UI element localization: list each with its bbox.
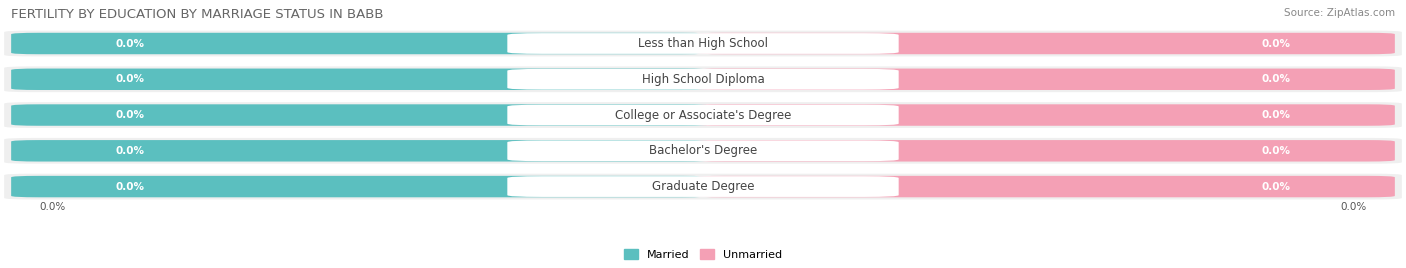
Text: 0.0%: 0.0%	[1261, 110, 1291, 120]
FancyBboxPatch shape	[696, 176, 1395, 197]
FancyBboxPatch shape	[508, 140, 898, 161]
Text: Bachelor's Degree: Bachelor's Degree	[650, 144, 756, 157]
FancyBboxPatch shape	[696, 69, 1395, 90]
FancyBboxPatch shape	[11, 140, 710, 162]
FancyBboxPatch shape	[11, 69, 710, 90]
Text: 0.0%: 0.0%	[115, 182, 145, 192]
FancyBboxPatch shape	[11, 33, 710, 54]
Text: 0.0%: 0.0%	[1261, 74, 1291, 84]
FancyBboxPatch shape	[696, 33, 1395, 54]
Text: 0.0%: 0.0%	[1341, 202, 1367, 212]
Text: 0.0%: 0.0%	[39, 202, 65, 212]
FancyBboxPatch shape	[4, 66, 1402, 92]
FancyBboxPatch shape	[508, 105, 898, 125]
Text: 0.0%: 0.0%	[115, 146, 145, 156]
Text: High School Diploma: High School Diploma	[641, 73, 765, 86]
FancyBboxPatch shape	[508, 33, 898, 54]
Text: Less than High School: Less than High School	[638, 37, 768, 50]
Text: 0.0%: 0.0%	[115, 74, 145, 84]
Text: 0.0%: 0.0%	[1261, 146, 1291, 156]
Text: FERTILITY BY EDUCATION BY MARRIAGE STATUS IN BABB: FERTILITY BY EDUCATION BY MARRIAGE STATU…	[11, 8, 384, 21]
FancyBboxPatch shape	[11, 176, 710, 197]
Text: Graduate Degree: Graduate Degree	[652, 180, 754, 193]
FancyBboxPatch shape	[508, 69, 898, 90]
Text: Source: ZipAtlas.com: Source: ZipAtlas.com	[1284, 8, 1395, 18]
Text: College or Associate's Degree: College or Associate's Degree	[614, 109, 792, 122]
Text: 0.0%: 0.0%	[1261, 39, 1291, 49]
FancyBboxPatch shape	[4, 102, 1402, 128]
Legend: Married, Unmarried: Married, Unmarried	[620, 244, 786, 264]
FancyBboxPatch shape	[4, 31, 1402, 56]
FancyBboxPatch shape	[508, 176, 898, 197]
FancyBboxPatch shape	[11, 104, 710, 126]
FancyBboxPatch shape	[696, 140, 1395, 162]
FancyBboxPatch shape	[4, 174, 1402, 199]
FancyBboxPatch shape	[4, 138, 1402, 164]
Text: 0.0%: 0.0%	[1261, 182, 1291, 192]
Text: 0.0%: 0.0%	[115, 110, 145, 120]
FancyBboxPatch shape	[696, 104, 1395, 126]
Text: 0.0%: 0.0%	[115, 39, 145, 49]
